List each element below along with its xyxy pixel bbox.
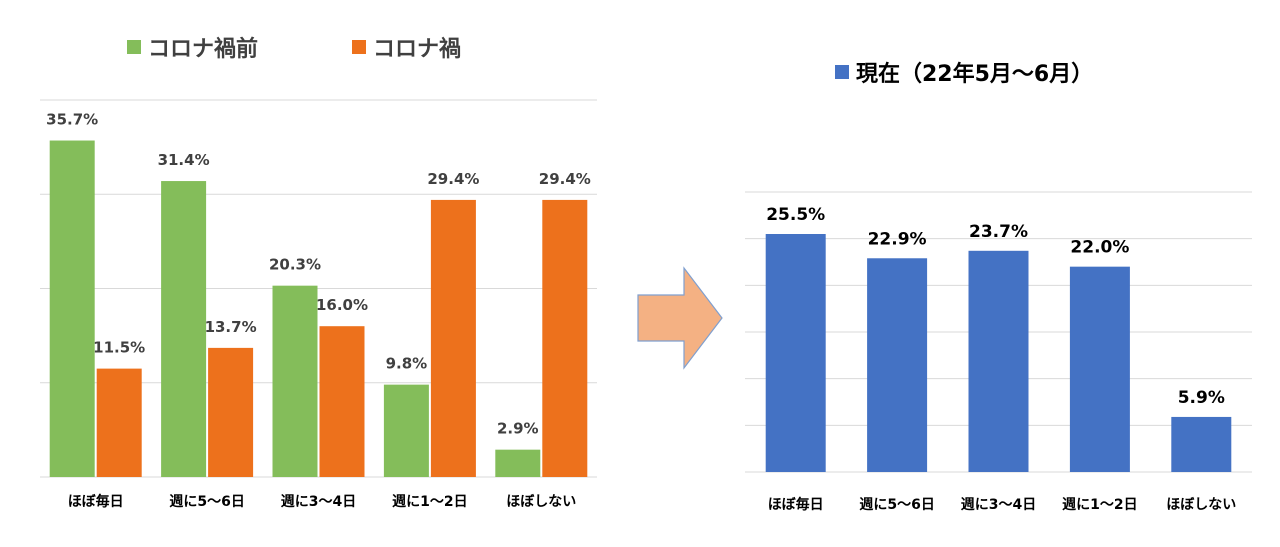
bar-covid-1 [208,347,254,477]
data-label: 23.7% [969,222,1028,242]
data-label: 11.5% [93,339,145,357]
bar-pre-covid-4 [495,449,541,477]
bar-current-3 [1069,266,1130,472]
category-label: 週に1～2日 [1062,497,1137,513]
category-label: 週に3～4日 [281,494,356,510]
bar-covid-2 [319,326,365,477]
legend-label-series-1: コロナ禍 [373,37,461,62]
legend-label-series-0: コロナ禍前 [148,36,258,62]
data-label: 35.7% [46,111,98,129]
bar-current-0 [765,234,826,472]
data-label: 29.4% [539,170,591,188]
data-label: 29.4% [427,170,479,188]
category-label: ほぼ毎日 [68,493,124,510]
data-label: 2.9% [497,420,539,438]
right-data-labels: 25.5% 22.9% 23.7% 22.0% 5.9% [766,205,1225,408]
bar-current-1 [867,258,928,472]
left-legend: コロナ禍前 コロナ禍 [127,36,461,62]
legend-swatch-series-current [835,65,849,79]
data-label: 9.8% [386,355,428,373]
category-label: ほぼしない [1166,497,1236,513]
data-label: 31.4% [158,151,210,169]
left-category-labels: ほぼ毎日 週に5～6日 週に3～4日 週に1～2日 ほぼしない [68,493,577,510]
category-label: 週に3～4日 [961,497,1036,513]
data-label: 22.9% [868,229,927,249]
data-label: 25.5% [766,205,825,225]
legend-label-series-current: 現在（22年5月～6月） [856,61,1093,87]
bar-current-2 [968,250,1029,472]
category-label: 週に5～6日 [859,497,934,513]
data-label: 22.0% [1070,238,1129,258]
right-category-labels: ほぼ毎日 週に5～6日 週に3～4日 週に1～2日 ほぼしない [768,496,1237,513]
data-label: 16.0% [316,296,368,314]
left-data-labels: 35.7% 11.5% 31.4% 13.7% 20.3% 16.0% 9.8% 29.4% 2… [46,111,591,438]
bar-pre-covid-2 [272,285,318,477]
arrow-right-icon [637,266,723,370]
bar-covid-0 [96,368,142,477]
category-label: ほぼしない [506,494,576,510]
category-label: ほぼ毎日 [768,496,824,513]
left-chart: 35.7% 11.5% 31.4% 13.7% 20.3% 16.0% 9.8% 29.4% 2… [40,36,597,510]
bar-covid-3 [430,199,476,477]
bar-pre-covid-3 [383,384,429,477]
bar-pre-covid-1 [161,181,207,477]
data-label: 13.7% [205,318,257,336]
right-legend: 現在（22年5月～6月） [835,61,1093,87]
bar-covid-4 [542,199,588,477]
legend-swatch-series-1 [352,40,366,54]
category-label: 週に1～2日 [392,494,467,510]
bar-pre-covid-0 [49,140,95,477]
legend-swatch-series-0 [127,40,141,54]
bar-current-4 [1171,416,1232,472]
data-label: 5.9% [1178,388,1225,408]
right-chart: 25.5% 22.9% 23.7% 22.0% 5.9% ほぼ毎日 週に5～6日 週に3～4… [745,61,1252,513]
left-bars [49,140,588,477]
category-label: 週に5～6日 [169,494,244,510]
right-bars [765,234,1232,472]
data-label: 20.3% [269,256,321,274]
